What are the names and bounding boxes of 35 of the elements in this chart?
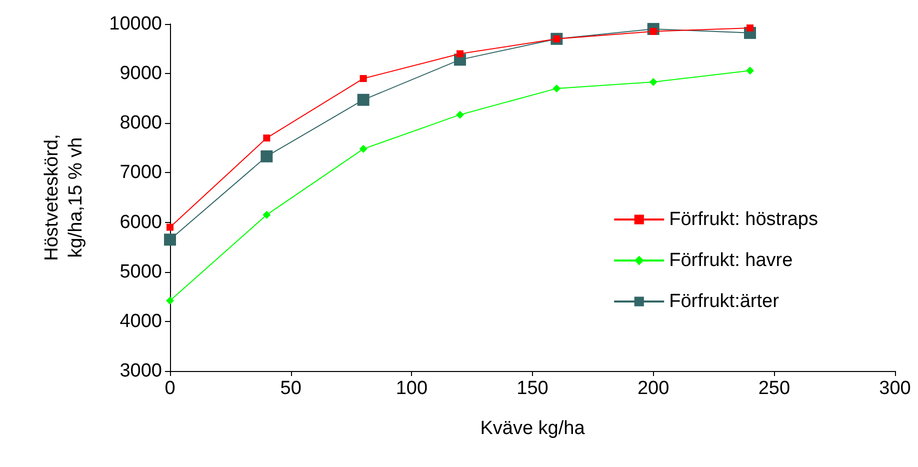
point <box>164 234 176 246</box>
point <box>166 296 174 305</box>
point <box>360 75 367 82</box>
x-tick-label: 300 <box>879 378 911 399</box>
point <box>456 50 464 58</box>
x-tick-label: 100 <box>396 378 428 399</box>
legend-label: Förfrukt: havre <box>669 250 793 271</box>
y-tick-label: 4000 <box>120 310 162 332</box>
point <box>552 84 561 92</box>
legend-label: Förfrukt:ärter <box>669 291 780 312</box>
y-tick-label: 3000 <box>120 360 162 382</box>
point <box>456 110 464 119</box>
point <box>357 94 370 106</box>
point <box>260 150 273 162</box>
y-axis-title: Höstveteskörd, kg/ha,15 % vh <box>42 134 86 261</box>
point <box>166 224 174 231</box>
x-tick-label: 150 <box>516 378 548 399</box>
y-tick-label: 7000 <box>120 162 162 184</box>
y-tick-label: 5000 <box>120 261 162 282</box>
point <box>262 210 271 219</box>
point <box>746 24 754 32</box>
x-axis-title: Kväve kg/ha <box>480 418 586 439</box>
x-tick-label: 0 <box>164 378 176 399</box>
y-tick-label: 10000 <box>109 14 162 34</box>
point <box>263 134 270 142</box>
x-tick-label: 200 <box>637 378 670 399</box>
y-tick-label: 6000 <box>120 212 162 233</box>
point <box>649 78 658 86</box>
x-tick-label: 50 <box>280 378 302 399</box>
y-tick-label: 8000 <box>120 112 162 134</box>
x-tick-label: 250 <box>758 378 790 399</box>
point <box>746 66 754 75</box>
y-tick-label: 9000 <box>120 63 162 84</box>
point <box>359 144 368 153</box>
legend-label: Förfrukt: höstraps <box>669 209 818 230</box>
